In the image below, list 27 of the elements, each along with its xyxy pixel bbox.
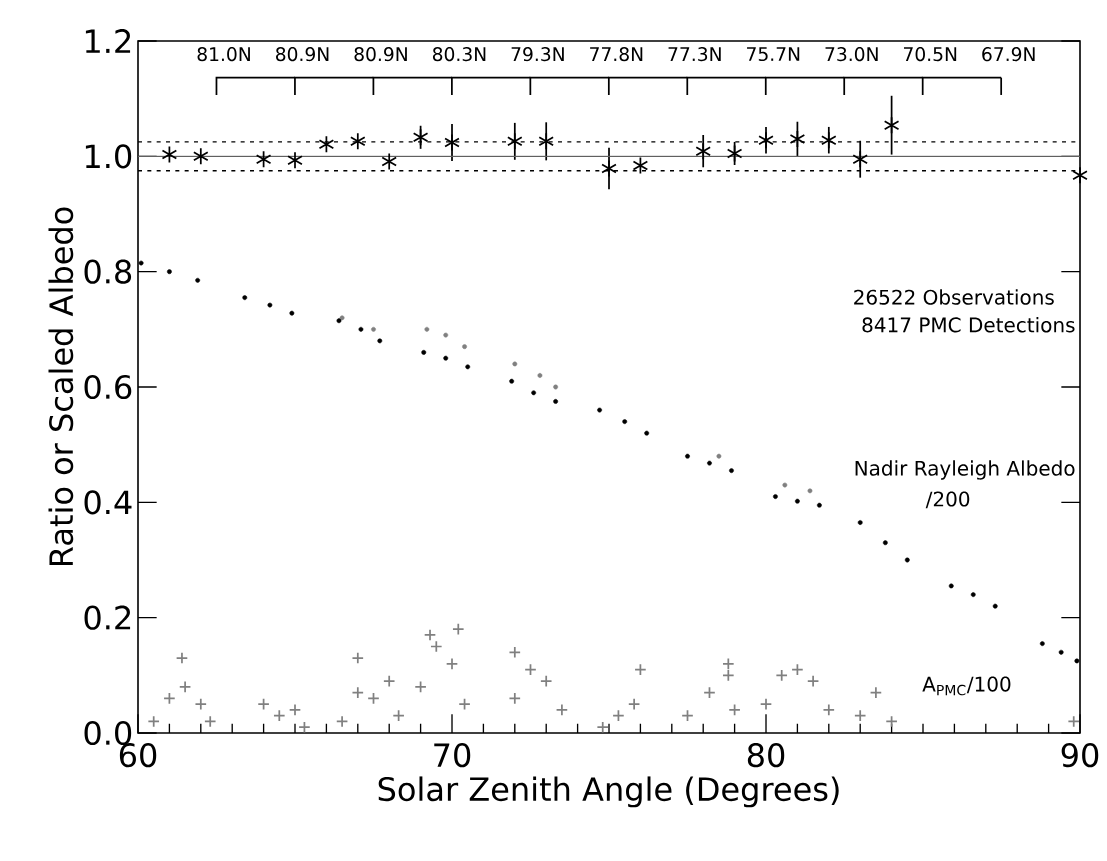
annotation: A$_{PMC}$/100 xyxy=(922,676,1011,696)
annotation: 81.0N xyxy=(197,47,250,62)
annotation: 79.3N xyxy=(511,47,564,62)
annotation: 77.8N xyxy=(590,47,643,62)
annotation: Nadir Rayleigh Albedo xyxy=(855,460,1075,480)
annotation: 80.9N xyxy=(354,47,407,62)
annotation: 70.5N xyxy=(904,47,957,62)
x-axis-title: Solar Zenith Angle (Degrees) xyxy=(378,776,839,808)
annotation: 8417 PMC Detections xyxy=(862,316,1075,333)
y-tick-label: 0.6 xyxy=(84,374,132,400)
annotation: 73.0N xyxy=(825,47,878,62)
annotation: 80.9N xyxy=(275,47,329,62)
annotation: 67.9N xyxy=(982,47,1035,62)
y-tick-label: 0.8 xyxy=(84,259,132,284)
annotation: /200 xyxy=(925,491,970,509)
x-tick-label: 70 xyxy=(434,743,471,768)
y-axis-title: Ratio or Scaled Albedo xyxy=(48,207,74,566)
y-tick-label: 1.0 xyxy=(85,144,132,169)
x-tick-label: 80 xyxy=(747,743,785,768)
x-tick-label: 90 xyxy=(1061,743,1099,768)
y-tick-label: 0.4 xyxy=(84,490,132,515)
y-tick-label: 0.2 xyxy=(84,605,131,630)
annotation: 80.3N xyxy=(432,47,486,62)
y-tick-label: 1.2 xyxy=(85,29,131,53)
annotation: 26522 Observations xyxy=(854,289,1054,305)
annotation: 75.7N xyxy=(747,47,800,62)
annotation: 77.3N xyxy=(668,47,721,62)
